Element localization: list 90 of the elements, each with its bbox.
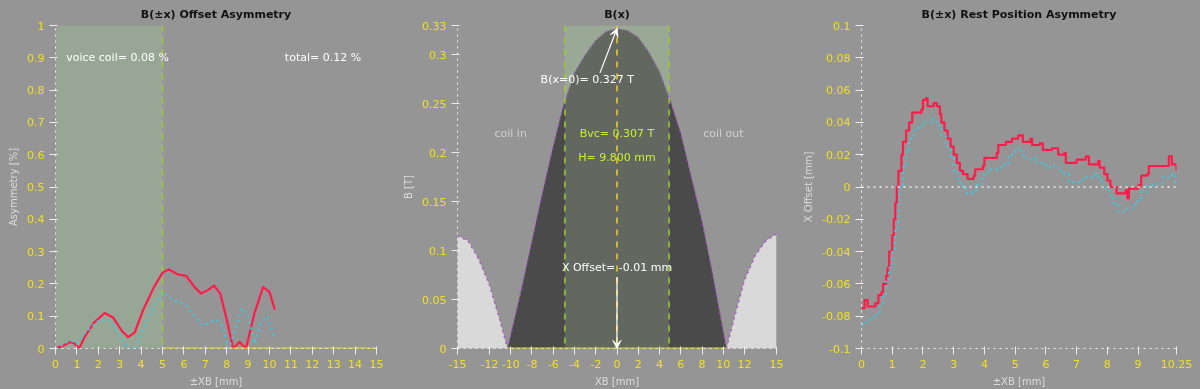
x-tick-label: 1 <box>73 357 81 371</box>
annotation: B(x=0)= 0.327 T <box>540 72 635 86</box>
annotation: H= 9.800 mm <box>578 151 656 165</box>
y-tick-label: 0.25 <box>422 97 447 111</box>
y-tick-label: 0 <box>439 342 447 356</box>
chart-title: B(±x) Rest Position Asymmetry <box>921 7 1117 21</box>
x-tick-label: 3 <box>950 357 958 371</box>
x-tick-label: 14 <box>348 357 363 371</box>
y-tick-label: 0.33 <box>422 19 447 33</box>
x-tick-label: 7 <box>1073 357 1081 371</box>
y-tick-label: 0.08 <box>826 51 851 65</box>
x-tick-label: 11 <box>283 357 298 371</box>
x-tick-label: 9 <box>244 357 252 371</box>
y-tick-label: 0.15 <box>422 195 447 209</box>
x-tick-label: 9 <box>1134 357 1142 371</box>
x-tick-label: -8 <box>526 357 538 371</box>
x-tick-label: 2 <box>919 357 927 371</box>
x-tick-label: 3 <box>116 357 124 371</box>
x-tick-label: 2 <box>634 357 642 371</box>
annotation: coil out <box>703 126 745 140</box>
y-tick-label: -0.1 <box>829 342 851 356</box>
y-tick-label: 0.1 <box>429 244 447 258</box>
annotation: total= 0.12 % <box>284 51 362 65</box>
x-tick-label: 12 <box>737 357 752 371</box>
x-tick-label: 8 <box>1103 357 1111 371</box>
x-tick-label: 8 <box>698 357 706 371</box>
x-tick-label: 6 <box>180 357 188 371</box>
y-tick-label: 0.06 <box>826 84 851 98</box>
x-tick-label: 5 <box>1011 357 1019 371</box>
annotation: X Offset= -0.01 mm <box>561 260 673 274</box>
x-tick-label: 15 <box>769 357 784 371</box>
x-tick-label: -10 <box>501 357 520 371</box>
x-tick-label: -6 <box>547 357 559 371</box>
y-tick-label: 0.6 <box>27 148 45 162</box>
y-tick-label: 0.2 <box>27 277 45 291</box>
x-tick-label: 4 <box>980 357 988 371</box>
y-tick-label: 0.8 <box>27 84 45 98</box>
x-tick-label: 6 <box>1042 357 1050 371</box>
x-tick-label: 5 <box>159 357 166 371</box>
chart-title: B(±x) Offset Asymmetry <box>140 7 292 21</box>
y-tick-label: 0.1 <box>833 19 851 33</box>
x-tick-label: -15 <box>448 357 467 371</box>
y-tick-label: 0.02 <box>826 148 851 162</box>
x-tick-label: 4 <box>656 357 664 371</box>
y-tick-label: 0.9 <box>27 51 45 65</box>
y-tick-label: 0.04 <box>826 116 851 130</box>
x-tick-label: 0 <box>858 357 865 371</box>
x-tick-label: 2 <box>94 357 102 371</box>
y-tick-label: 0.7 <box>27 116 45 130</box>
y-axis-title: Asymmetry [%] <box>8 147 20 227</box>
chart-title: B(x) <box>604 7 630 21</box>
x-tick-label: 4 <box>137 357 145 371</box>
y-axis-title: X Offset [mm] <box>803 151 815 223</box>
x-tick-label: 10 <box>262 357 277 371</box>
y-tick-label: -0.02 <box>822 213 851 227</box>
x-tick-label: 0 <box>613 357 621 371</box>
y-tick-label: 0.1 <box>27 310 45 324</box>
x-tick-label: 13 <box>326 357 341 371</box>
y-tick-label: 0.5 <box>27 181 45 194</box>
x-tick-label: -2 <box>590 357 602 371</box>
x-tick-label: -12 <box>480 357 499 371</box>
line-series <box>55 268 276 349</box>
y-tick-label: 0.2 <box>429 146 447 160</box>
line-series <box>55 290 276 349</box>
y-tick-label: 1 <box>37 19 45 33</box>
x-tick-label: 6 <box>677 357 685 371</box>
x-tick-label: 0 <box>52 357 59 371</box>
y-axis-title: B [T] <box>403 174 415 199</box>
annotation: voice coil= 0.08 % <box>66 51 169 65</box>
x-tick-label: 7 <box>201 357 209 371</box>
y-tick-label: 0.3 <box>429 48 447 62</box>
y-tick-label: 0.05 <box>422 293 447 307</box>
x-tick-label: 15 <box>369 357 384 371</box>
x-axis-title: ±XB [mm] <box>189 375 243 387</box>
y-tick-label: -0.06 <box>822 277 851 291</box>
x-axis-title: ±XB [mm] <box>992 375 1046 387</box>
x-tick-label: -4 <box>568 357 580 371</box>
x-tick-label: 12 <box>305 357 320 371</box>
x-tick-label: 1 <box>888 357 896 371</box>
y-tick-label: 0 <box>843 181 851 194</box>
x-tick-label: 10.25 <box>1160 357 1193 371</box>
x-tick-label: 8 <box>223 357 231 371</box>
y-tick-label: 0.4 <box>27 213 45 227</box>
y-tick-label: 0 <box>37 342 45 356</box>
y-tick-label: 0.3 <box>27 245 45 259</box>
annotation: Bvc= 0.307 T <box>579 126 655 140</box>
y-tick-label: -0.08 <box>822 310 851 324</box>
x-tick-label: 10 <box>716 357 731 371</box>
x-axis-title: XB [mm] <box>594 375 640 387</box>
y-tick-label: -0.04 <box>822 245 851 259</box>
